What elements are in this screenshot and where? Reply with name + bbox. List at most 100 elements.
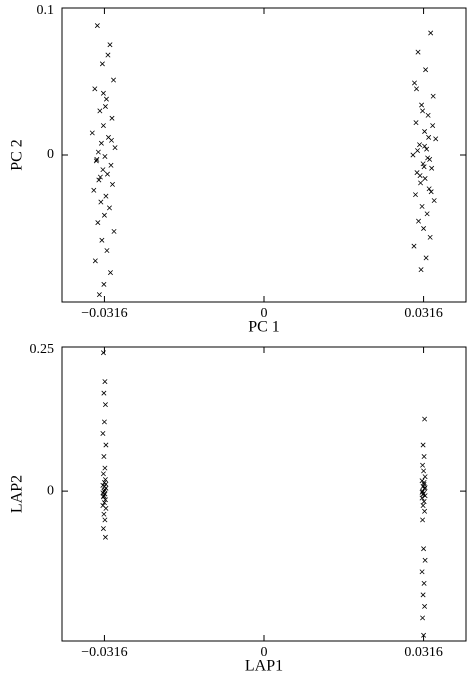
point — [102, 497, 108, 503]
point — [102, 465, 108, 471]
x-axis-label: PC 1 — [248, 319, 280, 336]
point — [103, 193, 109, 199]
point — [420, 462, 426, 468]
point — [112, 145, 118, 151]
point — [422, 128, 428, 134]
point — [100, 90, 106, 96]
plot-frame — [61, 346, 467, 642]
x-tick-label: 0 — [261, 306, 268, 321]
point — [101, 212, 107, 218]
point — [104, 248, 110, 254]
point — [420, 442, 426, 448]
point — [93, 158, 99, 164]
point — [430, 93, 436, 99]
point — [430, 123, 436, 129]
x-tick-label: 0.0316 — [404, 645, 443, 660]
point — [429, 165, 435, 171]
point — [101, 493, 107, 499]
point — [417, 173, 423, 179]
point — [97, 108, 103, 114]
point — [422, 143, 428, 149]
point — [111, 228, 117, 234]
point — [413, 192, 418, 198]
point — [417, 142, 423, 148]
point — [102, 104, 108, 109]
point — [98, 199, 104, 205]
point — [431, 198, 437, 204]
point — [422, 416, 428, 422]
point — [102, 487, 108, 493]
point — [427, 234, 433, 240]
point — [421, 479, 427, 485]
x-tick-label: 0.0316 — [404, 306, 443, 321]
point — [104, 171, 110, 177]
point — [412, 80, 417, 86]
point — [100, 471, 106, 477]
point — [101, 511, 107, 517]
point — [421, 580, 427, 586]
point — [419, 495, 425, 501]
point — [414, 86, 419, 92]
point — [420, 492, 426, 498]
point — [92, 258, 98, 264]
point — [422, 485, 428, 491]
point — [418, 267, 424, 273]
point — [103, 442, 109, 448]
point — [413, 120, 419, 126]
point — [101, 281, 107, 287]
point — [416, 218, 422, 224]
point — [94, 156, 100, 162]
point — [422, 176, 428, 182]
point — [105, 52, 111, 58]
point — [420, 503, 426, 509]
point — [101, 454, 107, 460]
point — [420, 108, 426, 114]
point — [424, 211, 430, 217]
x-tick-label: −0.0316 — [81, 306, 127, 321]
y-tick-label: 0 — [47, 483, 54, 498]
point — [100, 526, 106, 532]
point — [410, 152, 416, 158]
point — [100, 167, 106, 173]
point — [97, 174, 103, 180]
point — [95, 149, 101, 155]
point — [92, 86, 98, 92]
point — [103, 505, 109, 511]
point — [421, 468, 427, 474]
point — [420, 517, 426, 523]
point — [96, 177, 102, 183]
point — [103, 96, 109, 102]
point — [411, 243, 417, 249]
point — [102, 477, 108, 483]
point — [415, 148, 421, 154]
point — [419, 102, 425, 108]
point — [102, 379, 108, 385]
point — [111, 77, 116, 83]
point — [428, 30, 434, 36]
point — [421, 499, 427, 504]
point — [100, 350, 106, 356]
y-axis-label: PC 2 — [9, 139, 26, 171]
point — [425, 155, 431, 161]
x-tick-label: −0.0316 — [81, 645, 127, 660]
point — [101, 500, 107, 506]
point — [422, 508, 428, 514]
y-axis-label: LAP2 — [9, 475, 26, 513]
point — [100, 494, 106, 500]
point — [421, 226, 427, 231]
point — [419, 569, 425, 575]
point — [101, 390, 107, 396]
point — [107, 42, 113, 48]
point — [100, 430, 106, 436]
point — [102, 402, 108, 408]
point — [423, 67, 429, 73]
point — [96, 292, 102, 298]
point — [103, 481, 109, 487]
point — [106, 205, 112, 211]
point — [421, 632, 427, 638]
x-tick-label: 0 — [261, 645, 268, 660]
point — [99, 61, 105, 67]
point — [94, 23, 100, 29]
